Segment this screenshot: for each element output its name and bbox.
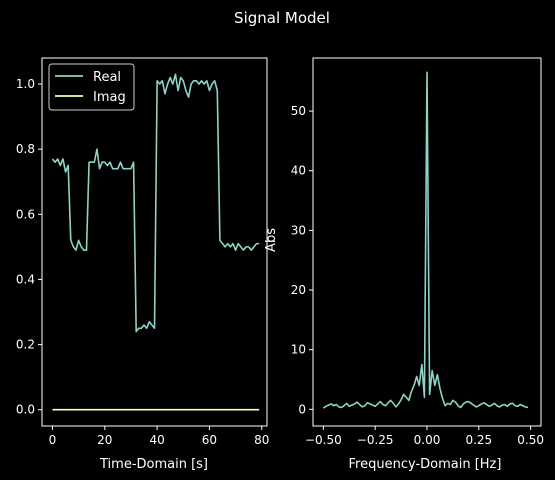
x-tick-label: 0 [49,433,57,447]
y-tick-label: 0.4 [16,272,35,286]
y-axis: 0.0 0.2 0.4 0.6 0.8 1.0 [16,77,42,417]
x-tick-label: 20 [97,433,112,447]
x-tick-label: 80 [254,433,269,447]
series-line-real [51,73,260,333]
legend: Real Imag [48,63,135,111]
y-tick-label: 50 [291,104,306,118]
x-axis-label: Time-Domain [s] [99,457,208,472]
y-axis: 0 10 20 30 40 50 [291,104,313,416]
series-line-abs [322,71,529,409]
legend-label-imag: Imag [93,90,126,105]
time-domain-chart: 0 20 40 60 80 0.0 0.2 0.4 0.6 0.8 1.0 Time-Domain… [16,57,269,472]
series-lines [322,71,529,409]
y-tick-label: 30 [291,223,306,237]
y-tick-label: 0.2 [16,338,35,352]
y-tick-label: 40 [291,164,306,178]
series-lines [51,73,260,411]
x-tick-label: 0.25 [465,433,492,447]
x-tick-label: −0.50 [305,433,342,447]
x-tick-label: 0.00 [414,433,441,447]
frequency-domain-chart: −0.50 −0.25 0.00 0.25 0.50 0 10 20 30 40 50 Frequ… [264,57,544,472]
x-axis: −0.50 −0.25 0.00 0.25 0.50 [305,426,544,447]
y-tick-label: 10 [291,343,306,357]
y-tick-label: 0.0 [16,403,35,417]
figure-title: Signal Model [234,9,330,27]
y-axis-label: Abs [264,228,279,252]
x-tick-label: 0.50 [517,433,544,447]
x-tick-label: −0.25 [357,433,394,447]
y-tick-label: 0.8 [16,142,35,156]
x-axis: 0 20 40 60 80 [49,426,269,447]
y-tick-label: 1.0 [16,77,35,91]
x-axis-label: Frequency-Domain [Hz] [349,457,502,472]
x-tick-label: 60 [202,433,217,447]
y-tick-label: 0 [298,402,306,416]
plot-area-frame [41,57,268,427]
legend-label-real: Real [93,70,121,85]
y-tick-label: 0.6 [16,207,35,221]
x-tick-label: 40 [149,433,164,447]
y-tick-label: 20 [291,283,306,297]
